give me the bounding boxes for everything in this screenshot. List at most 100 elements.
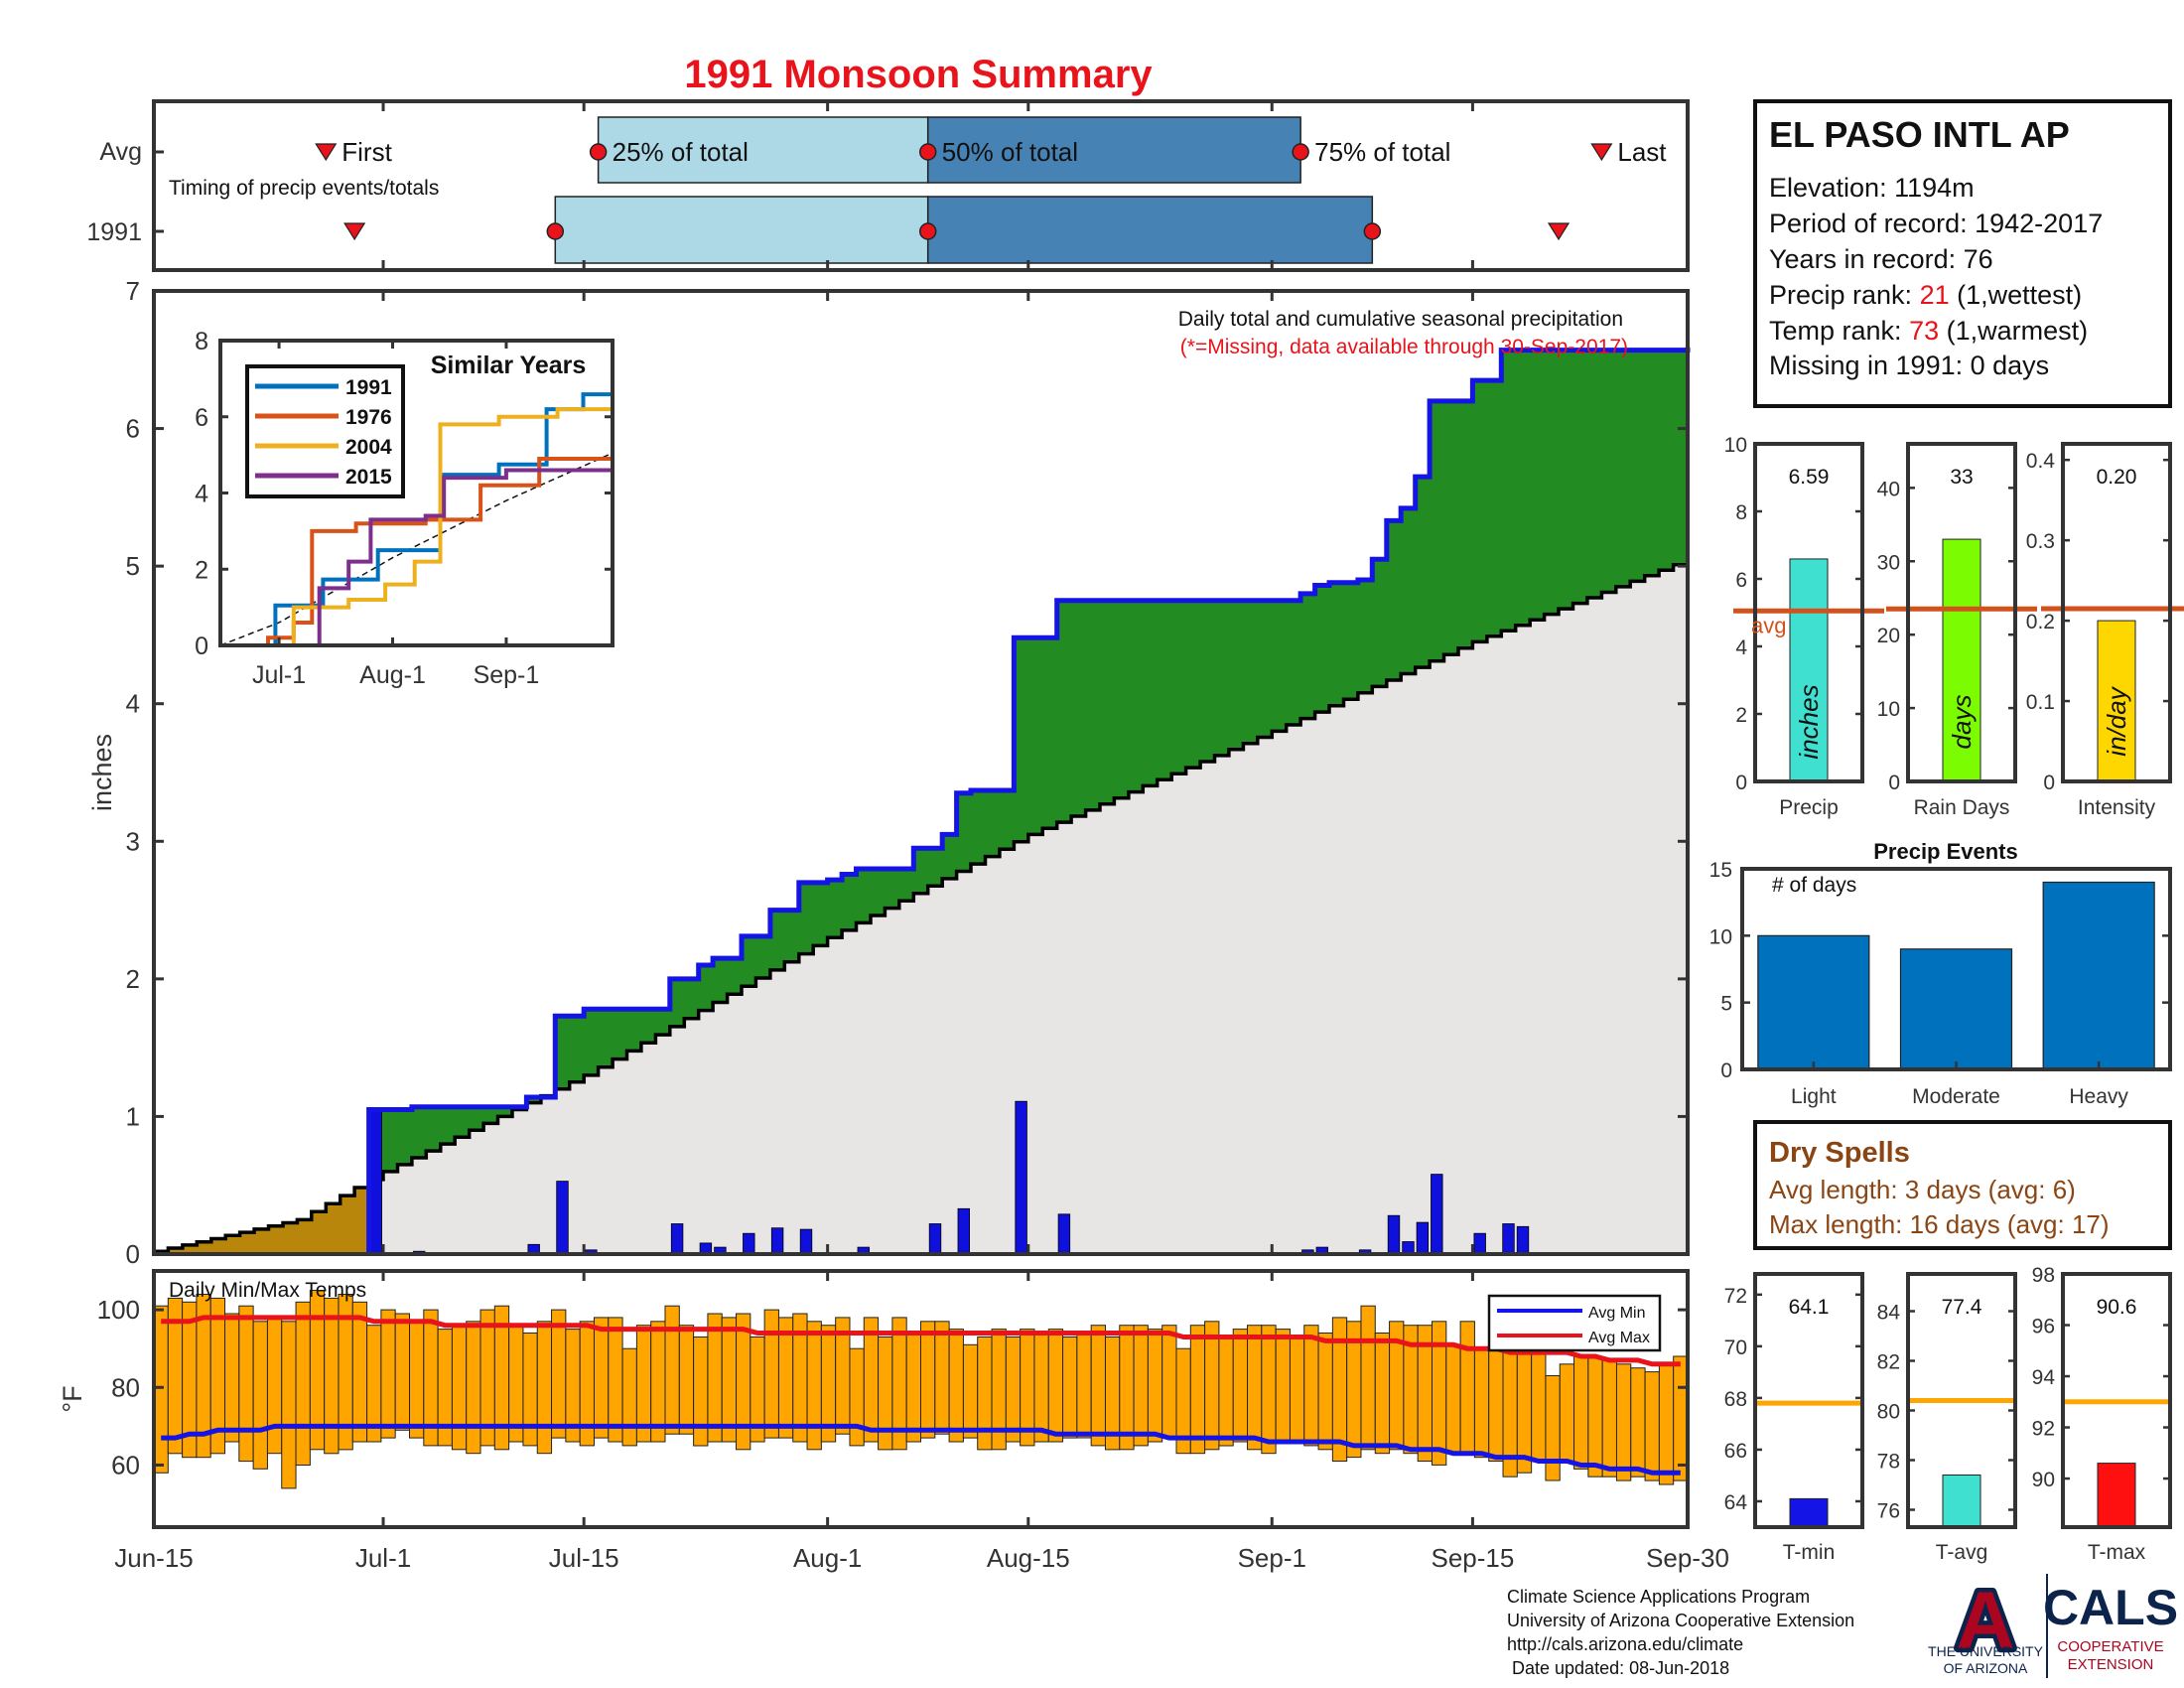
avg-cumulative-line <box>154 559 1690 1253</box>
main-y-tick-label: 6 <box>126 414 140 444</box>
timing-label-first: First <box>341 137 392 167</box>
daily-temp-bar <box>281 1321 297 1489</box>
main-y-axis: 0 1 2 3 4 5 6 7 <box>126 276 1690 1269</box>
cals-wordmark: CALS <box>2043 1580 2178 1635</box>
daily-temp-bar <box>1360 1305 1376 1451</box>
temp-summary-y-tick-label: 98 <box>2032 1264 2055 1287</box>
total-y-tick-label: 0.3 <box>2026 530 2055 553</box>
total-avg-label: avg <box>1751 613 1786 637</box>
temp-rank-prefix: Temp rank: <box>1769 316 1909 346</box>
daily-temp-bar <box>1459 1321 1475 1455</box>
inset-y-tick-label: 0 <box>195 633 208 660</box>
daily-temp-bar <box>736 1313 751 1451</box>
main-y-tick-label: 3 <box>126 826 140 856</box>
ua-block-a-outline: A <box>1956 1576 2014 1666</box>
dry-spells-max: Max length: 16 days (avg: 17) <box>1769 1209 2110 1239</box>
daily-temp-bar <box>650 1321 666 1443</box>
daily-temp-bar <box>920 1321 936 1439</box>
temp-summary-y-tick-label: 84 <box>1877 1302 1901 1325</box>
timing-first-last-marker <box>315 143 338 162</box>
daily-temp-bar <box>905 1333 922 1443</box>
station-missing: Missing in 1991: 0 days <box>1769 351 2049 380</box>
events-bar-Light <box>1757 934 1870 1070</box>
bottom-x-axis: Jun-15 Jul-1 Jul-15 Aug-1 Aug-15 Sep-1 Sep-15 S… <box>114 1543 1729 1573</box>
temp-summary-value-label: 64.1 <box>1789 1296 1830 1319</box>
ua-logo-line-1: THE UNIVERSITY <box>1928 1643 2044 1659</box>
university-of-arizona-logo[interactable]: A A THE UNIVERSITY OF ARIZONA <box>1928 1572 2044 1677</box>
main-y-tick-label: 0 <box>126 1239 140 1269</box>
main-y-tick-label: 7 <box>126 276 140 306</box>
temp-summary-y-tick-label: 76 <box>1877 1500 1900 1523</box>
temp-summary-y-tick-label: 90 <box>2032 1469 2055 1491</box>
daily-temp-bar <box>693 1336 709 1447</box>
total-unit-label: inches <box>1794 684 1824 759</box>
bottom-x-tick-label: Jul-15 <box>549 1543 619 1573</box>
timing-bar-late-year <box>926 196 1374 264</box>
daily-temp-bar <box>1261 1325 1277 1455</box>
daily-temp-bar <box>707 1313 723 1443</box>
dry-spells-box: Dry Spells Avg length: 3 days (avg: 6) M… <box>1753 1120 2172 1250</box>
total-y-tick-label: 0 <box>2043 772 2055 794</box>
temp-summary-value-label: 77.4 <box>1942 1296 1982 1319</box>
daily-temp-bar <box>777 1317 794 1439</box>
total-bar-Rain Days <box>1942 538 1981 782</box>
daily-precip-bar <box>369 1109 383 1255</box>
total-y-tick-label: 0.4 <box>2026 450 2056 473</box>
daily-precip-bar <box>556 1181 569 1255</box>
cumulative-precip-chart: 0 1 2 3 4 5 6 7 inches Daily total and cumulati… <box>87 276 1691 1269</box>
inset-series-2015 <box>220 459 614 647</box>
cals-logo[interactable]: CALS COOPERATIVE EXTENSION <box>2043 1580 2178 1673</box>
temp-legend-avg-max: Avg Max <box>1588 1330 1650 1346</box>
total-panel-frame <box>2061 442 2172 783</box>
timing-percentile-marker <box>589 143 608 161</box>
inset-legend: 1991 1976 2004 2015 <box>255 376 392 489</box>
inset-legend-label-1991: 1991 <box>345 376 392 399</box>
bottom-x-tick-label: Sep-1 <box>1238 1543 1306 1573</box>
daily-precip-bar <box>1015 1100 1027 1255</box>
daily-temp-bar <box>1545 1375 1561 1481</box>
daily-temp-bar <box>1303 1325 1319 1447</box>
daily-precip-bar <box>770 1227 784 1255</box>
timing-label-50: 50% of total <box>942 137 1078 167</box>
bottom-x-tick-label: Aug-15 <box>987 1543 1070 1573</box>
daily-temp-bar <box>1161 1325 1177 1439</box>
daily-precip-bar <box>743 1232 755 1255</box>
temp-summary-y-tick-label: 64 <box>1724 1491 1748 1514</box>
precip-events-chart: Precip Events Light Moderate Heavy 0 5 10 15 #… <box>1709 839 2172 1108</box>
daily-temp-bar <box>451 1325 468 1451</box>
timing-note: Timing of precip events/totals <box>169 177 439 200</box>
daily-precip-bar <box>957 1207 971 1255</box>
temp-y-tick-label: 100 <box>97 1295 140 1325</box>
total-panel-frame <box>1906 442 2017 783</box>
total-y-tick-label: 20 <box>1877 625 1900 647</box>
daily-temp-bar <box>621 1347 637 1447</box>
events-x-label-Heavy: Heavy <box>2069 1085 2128 1108</box>
temp-summary-value-label: 90.6 <box>2097 1296 2137 1319</box>
bottom-x-tick-label: Sep-15 <box>1431 1543 1514 1573</box>
events-y-tick-label: 5 <box>1720 993 1732 1016</box>
temp-legend-box <box>1487 1294 1662 1352</box>
timing-percentile-marker <box>918 222 937 240</box>
daily-temp-bar <box>664 1305 680 1435</box>
total-y-tick-label: 0 <box>1888 772 1900 794</box>
daily-temp-bar <box>721 1317 738 1443</box>
temp-rank-suffix: (1,warmest) <box>1939 316 2088 346</box>
timing-percentile-marker <box>1292 143 1309 161</box>
daily-precip-bar <box>1057 1213 1071 1255</box>
timing-label-last: Last <box>1617 137 1667 167</box>
temp-summary-y-tick-label: 68 <box>1724 1388 1747 1411</box>
temp-summary-y-tick-label: 70 <box>1724 1336 1747 1359</box>
daily-temp-bar <box>1033 1333 1049 1443</box>
total-value-label: 0.20 <box>2097 466 2137 489</box>
inset-series-2004 <box>220 401 614 647</box>
daily-temp-bar <box>1005 1336 1022 1443</box>
daily-temp-bar <box>466 1321 481 1455</box>
daily-temp-bar <box>1630 1367 1646 1477</box>
temp-summary-y-tick-label: 82 <box>1877 1351 1900 1374</box>
inset-x-tick-label: Jul-1 <box>252 661 306 689</box>
timing-bar-early-avg <box>597 116 929 184</box>
daily-temp-bar <box>295 1301 311 1467</box>
main-y-tick-label: 2 <box>126 964 140 994</box>
daily-temp-bar <box>1218 1336 1234 1447</box>
station-period: Period of record: 1942-2017 <box>1769 209 2103 238</box>
